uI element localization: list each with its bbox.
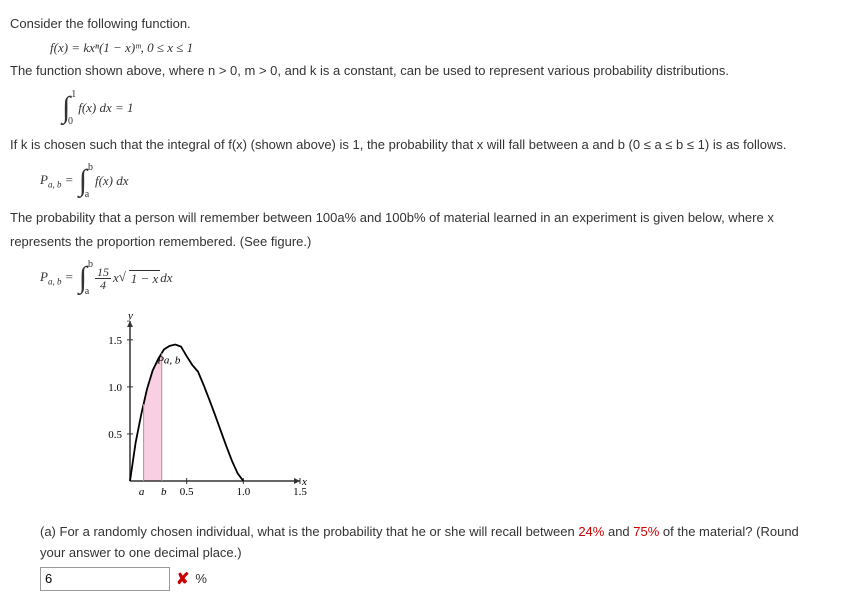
svg-text:Pa, b: Pa, b [156,354,181,366]
svg-text:b: b [161,486,167,498]
svg-text:1.0: 1.0 [108,382,122,394]
pct-2: 75% [633,524,659,539]
svg-text:1.5: 1.5 [108,335,122,347]
answer-input[interactable] [40,567,170,591]
desc-line-4a: The probability that a person will remem… [10,208,856,228]
integral-1: ∫10 f(x) dx = 1 [60,91,134,125]
svg-text:x: x [301,476,307,488]
svg-text:a: a [139,486,145,498]
consider-line: Consider the following function. [10,14,856,34]
graph-figure: 0.51.01.50.51.01.5yxabPa, b [90,311,856,514]
answer-row: ✘ % [40,567,856,591]
part-a-line-2: your answer to one decimal place.) [40,543,856,563]
incorrect-icon: ✘ [176,569,189,589]
desc-line-4b: represents the proportion remembered. (S… [10,232,856,252]
pct-1: 24% [578,524,604,539]
desc-line-2: The function shown above, where n > 0, m… [10,61,856,81]
fx-definition: f(x) = kxⁿ(1 − x)ᵐ, 0 ≤ x ≤ 1 [50,38,856,58]
svg-text:1.0: 1.0 [236,486,250,498]
svg-text:0.5: 0.5 [180,486,194,498]
svg-text:y: y [127,311,133,322]
integral-2: Pa, b = ∫ba f(x) dx [40,164,129,198]
desc-line-3: If k is chosen such that the integral of… [10,135,856,155]
integral-3: Pa, b = ∫ba 15 4 x 1 − x dx [40,261,173,295]
percent-label: % [195,571,207,586]
svg-text:0.5: 0.5 [108,429,122,441]
part-a-line-1: (a) For a randomly chosen individual, wh… [40,524,856,539]
